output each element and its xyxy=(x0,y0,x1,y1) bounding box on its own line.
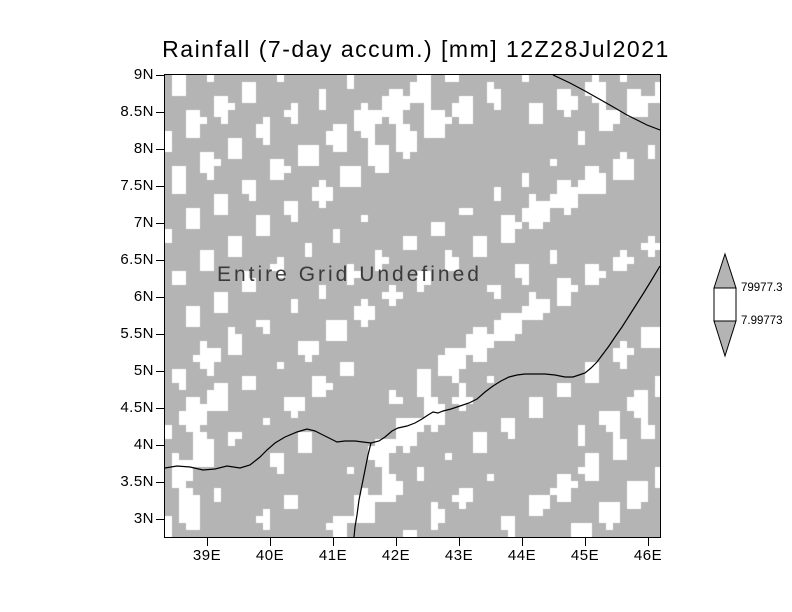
y-tick-mark xyxy=(156,408,165,409)
y-tick-mark xyxy=(156,297,165,298)
x-tick-mark xyxy=(270,537,271,546)
colorbar-shape xyxy=(713,252,737,358)
x-tick-mark xyxy=(207,537,208,546)
y-axis-tick-label: 7.5N xyxy=(120,177,154,194)
y-tick-mark xyxy=(156,75,165,76)
x-axis-tick-label: 39E xyxy=(192,547,222,564)
coastline-path xyxy=(552,75,660,131)
x-tick-mark xyxy=(333,537,334,546)
border-path xyxy=(353,442,372,537)
y-axis-tick-label: 8.5N xyxy=(120,103,154,120)
coastline-path xyxy=(165,265,660,471)
undefined-grid-texture xyxy=(165,75,660,537)
x-axis-tick-label: 41E xyxy=(318,547,348,564)
y-tick-mark xyxy=(156,223,165,224)
x-tick-mark xyxy=(396,537,397,546)
x-axis-tick-label: 45E xyxy=(570,547,600,564)
y-axis-tick-label: 7N xyxy=(133,214,154,231)
y-tick-mark xyxy=(156,334,165,335)
x-axis-tick-label: 44E xyxy=(507,547,537,564)
y-tick-mark xyxy=(156,186,165,187)
colorbar-min-label: 7.99773 xyxy=(741,315,783,327)
coastline-overlay xyxy=(165,75,660,537)
x-axis-tick-label: 40E xyxy=(255,547,285,564)
colorbar-down-arrow xyxy=(713,320,737,358)
y-axis-tick-label: 5.5N xyxy=(120,325,154,342)
colorbar-box xyxy=(713,287,737,322)
colorbar-max-label: 79977.3 xyxy=(741,282,783,294)
y-tick-mark xyxy=(156,149,165,150)
x-axis-tick-label: 42E xyxy=(381,547,411,564)
x-tick-mark xyxy=(585,537,586,546)
x-axis-tick-label: 46E xyxy=(633,547,663,564)
y-tick-mark xyxy=(156,371,165,372)
y-tick-mark xyxy=(156,445,165,446)
y-axis-tick-label: 4N xyxy=(133,436,154,453)
x-tick-mark xyxy=(459,537,460,546)
y-tick-mark xyxy=(156,482,165,483)
plot-area: Entire Grid Undefined xyxy=(164,74,661,538)
y-tick-mark xyxy=(156,519,165,520)
x-tick-mark xyxy=(648,537,649,546)
x-axis-tick-label: 43E xyxy=(444,547,474,564)
y-axis-tick-label: 3N xyxy=(133,510,154,527)
grid-undefined-message: Entire Grid Undefined xyxy=(217,263,482,286)
y-axis-tick-label: 4.5N xyxy=(120,399,154,416)
y-axis-tick-label: 9N xyxy=(133,66,154,83)
y-tick-mark xyxy=(156,112,165,113)
y-axis-tick-label: 6N xyxy=(133,288,154,305)
y-tick-mark xyxy=(156,260,165,261)
y-axis-tick-label: 5N xyxy=(133,362,154,379)
y-axis-tick-label: 3.5N xyxy=(120,473,154,490)
colorbar-up-arrow xyxy=(713,252,737,289)
x-tick-mark xyxy=(522,537,523,546)
y-axis-tick-label: 6.5N xyxy=(120,251,154,268)
y-axis-tick-label: 8N xyxy=(133,140,154,157)
plot-title: Rainfall (7-day accum.) [mm] 12Z28Jul202… xyxy=(162,36,670,62)
